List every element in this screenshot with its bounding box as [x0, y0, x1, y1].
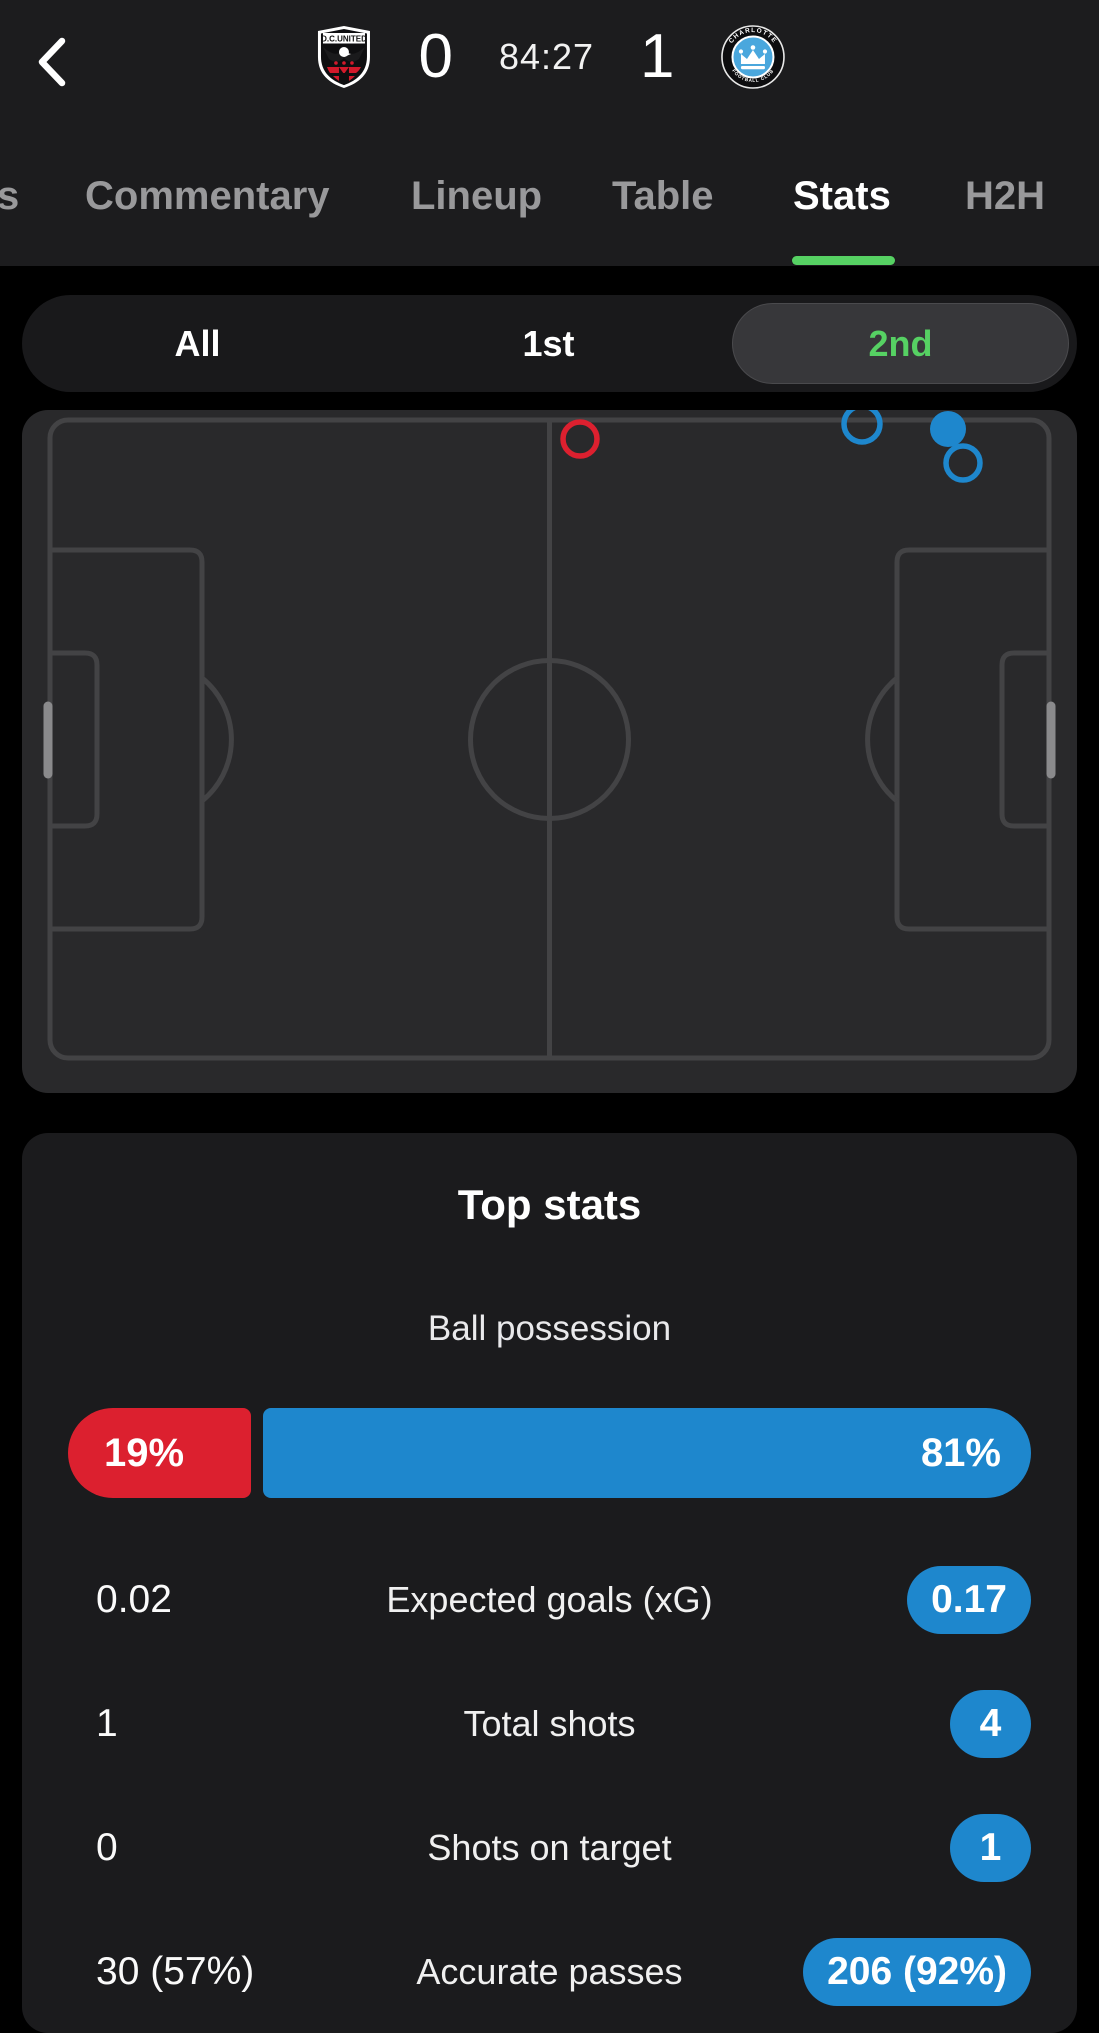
stat-row-shots-on-target: 0 Shots on target 1 [68, 1814, 1031, 1882]
tab-stats[interactable]: Stats [793, 174, 891, 218]
tab-table[interactable]: Table [612, 174, 714, 218]
stat-label: Expected goals (xG) [386, 1579, 713, 1620]
shot-map-card [22, 410, 1077, 1093]
stat-label: Accurate passes [416, 1951, 683, 1992]
stat-label: Shots on target [427, 1827, 672, 1868]
match-header: D.C.UNITED 0 84:27 1 [0, 0, 1099, 266]
tab-bar: s Commentary Lineup Table Stats H2H [0, 168, 1099, 224]
away-stat-pill[interactable]: 0.17 [907, 1566, 1031, 1634]
tab-partial-left[interactable]: s [0, 174, 20, 218]
shot-markers [560, 410, 983, 483]
top-stats-title: Top stats [457, 1181, 642, 1228]
left-penalty-box [50, 547, 205, 932]
match-clock: 84:27 [498, 36, 595, 77]
top-stats-card: Top stats Ball possession 19% 81% 0.02 E… [22, 1133, 1077, 2033]
stat-row-xg: 0.02 Expected goals (xG) 0.17 [68, 1566, 1031, 1634]
away-shot-marker[interactable] [841, 410, 883, 445]
stat-label: Total shots [463, 1703, 636, 1744]
period-filter: All 1st 2nd [22, 295, 1077, 392]
away-shot-marker[interactable] [930, 411, 966, 447]
left-goal-box [50, 650, 100, 829]
home-shot-marker[interactable] [560, 419, 600, 459]
home-stat-value: 1 [96, 1702, 118, 1745]
possession-away-value: 81% [920, 1430, 1001, 1475]
pitch-diagram [43, 410, 1056, 1061]
dc-united-logo[interactable]: D.C.UNITED [314, 25, 372, 89]
home-score: 0 [418, 22, 453, 91]
tab-lineup[interactable]: Lineup [411, 174, 543, 218]
stat-row-accurate-passes: 30 (57%) Accurate passes 206 (92%) [68, 1938, 1031, 2006]
score-strip: D.C.UNITED 0 84:27 1 [314, 22, 785, 91]
away-stat-pill[interactable]: 206 (92%) [803, 1938, 1031, 2006]
svg-text:D.C.UNITED: D.C.UNITED [321, 35, 367, 44]
active-tab-underline [792, 256, 895, 265]
stat-row-total-shots: 1 Total shots 4 [68, 1690, 1031, 1758]
possession-home-value: 19% [104, 1430, 185, 1475]
home-stat-value: 30 (57%) [96, 1950, 255, 1993]
back-button[interactable] [26, 34, 78, 90]
possession-label: Ball possession [427, 1309, 672, 1348]
tab-commentary[interactable]: Commentary [85, 174, 330, 218]
away-stat-pill[interactable]: 1 [950, 1814, 1031, 1882]
home-stat-value: 0.02 [96, 1578, 172, 1621]
back-chevron-icon [38, 37, 66, 87]
home-stat-value: 0 [96, 1826, 118, 1869]
right-penalty-box [894, 547, 1049, 932]
period-option-all[interactable]: All [174, 322, 221, 364]
tab-h2h[interactable]: H2H [965, 174, 1046, 218]
center-circle [468, 658, 631, 821]
charlotte-fc-logo[interactable]: CHARLOTTE FOOTBALL CLUB [720, 25, 785, 89]
possession-bar: 19% 81% [68, 1408, 1031, 1498]
away-score: 1 [640, 22, 675, 91]
away-shot-marker[interactable] [943, 443, 983, 483]
left-penalty-arc [200, 676, 234, 803]
right-penalty-arc [865, 676, 899, 803]
right-goal-box [999, 650, 1049, 829]
possession-away-bar[interactable]: 81% [262, 1408, 1031, 1498]
possession-home-bar[interactable]: 19% [68, 1408, 251, 1498]
period-option-1st[interactable]: 1st [522, 322, 575, 364]
period-option-2nd[interactable]: 2nd [732, 303, 1069, 384]
away-stat-pill[interactable]: 4 [950, 1690, 1031, 1758]
